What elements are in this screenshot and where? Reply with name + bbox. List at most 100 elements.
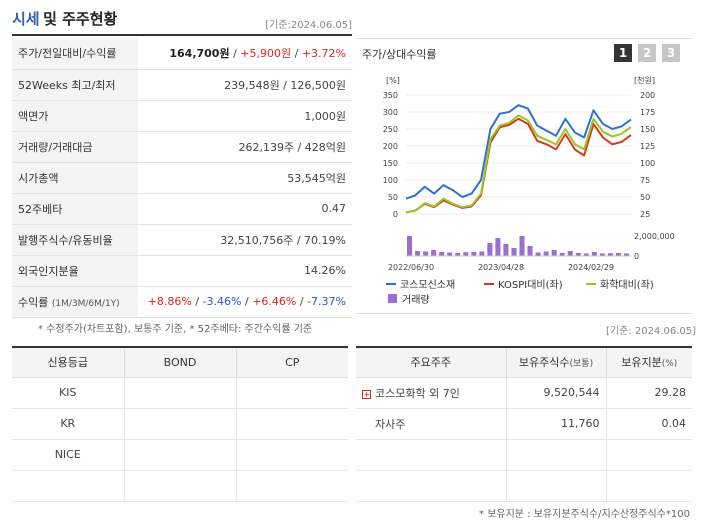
separator: / [244,295,249,308]
section-title-main: 시세 [12,10,40,28]
col-header-holder: 주요주주 [356,346,507,378]
series-line-0 [405,104,632,200]
return-6m: +6.46% [252,295,297,308]
table-row [12,470,348,502]
left-tick-label: 50 [388,193,398,202]
info-row-52weeks: 52Weeks 최고/최저 239,548원 / 126,500원 [12,69,352,101]
info-value: 32,510,756주 / 70.19% [138,224,352,256]
volume-bar [535,252,541,256]
credit-rating-table: 신용등급 BOND CP KIS KR NICE [12,346,348,502]
left-tick-label: 150 [383,159,398,168]
info-value: 262,139주 / 428억원 [138,131,352,163]
rating-agency: KR [12,408,125,440]
holder-shares: 9,520,544 [506,377,607,409]
info-row-volume: 거래량/거래대금 262,139주 / 428억원 [12,131,352,163]
volume-bar [447,252,453,256]
info-label: 52Weeks 최고/최저 [12,69,138,101]
holder-ratio: 0.04 [606,408,692,440]
series-line-2 [405,114,632,214]
holder-ratio: 29.28 [606,377,692,409]
info-value: 1,000원 [138,100,352,132]
info-label: 발행주식수/유동비율 [12,224,138,256]
volume-bar [495,238,501,256]
right-tick-label: 25 [640,210,650,219]
holder-name [356,439,507,471]
cp-rating [236,377,348,409]
series-line-1 [405,117,632,214]
right-tick-label: 50 [640,193,650,202]
separator: / [229,47,241,61]
right-tick-label: 175 [640,108,655,117]
rating-agency [12,470,125,502]
volume-bar [519,236,525,256]
footnote-ownership: * 보유지분 : 보유지분주식수/지수산정주식수*100 [479,509,690,520]
volume-bar [583,253,589,256]
info-label: 52주베타 [12,193,138,225]
volume-bar [551,250,557,256]
info-row-beta: 52주베타 0.47 [12,193,352,225]
holder-shares [506,439,607,471]
legend-label: 코스모신소재 [400,279,455,291]
info-value: 164,700원 / +5,900원 / +3.72% [138,38,352,70]
info-row-market-cap: 시가총액 53,545억원 [12,162,352,194]
volume-tick-label: 2,000,000 [634,232,675,241]
volume-bar [415,251,421,256]
table-row [356,470,692,502]
x-axis-label: 2022/06/30 [388,263,434,272]
volume-bar [607,253,613,256]
return-1y: -7.37% [307,295,346,308]
table-row: KR [12,408,348,440]
chart-panel: 주가/상대수익률 1 2 3 [%] [천원] 350 200 300 175 250 150… [356,38,692,314]
info-label: 시가총액 [12,162,138,194]
holder-name [356,470,507,502]
owners-header-row: 주요주주 보유주식수(보통) 보유지분(%) [356,346,692,378]
col-header-shares: 보유주식수(보통) [506,346,607,378]
section-header: 시세 및 주주현황 [기준:2024.06.05] [12,8,352,36]
info-row-price: 주가/전일대비/수익률 164,700원 / +5,900원 / +3.72% [12,38,352,70]
volume-bar [543,251,549,256]
volume-bar [559,253,565,256]
rating-agency: NICE [12,439,125,471]
volume-bar [591,252,597,256]
right-axis-unit: [천원] [634,75,655,85]
volume-bar [439,252,445,256]
legend-label: KOSPI대비(좌) [498,279,563,291]
right-tick-label: 150 [640,125,655,134]
return-3m: -3.46% [202,295,242,308]
col-header-rating: 신용등급 [12,346,125,378]
volume-bar [479,251,485,256]
left-tick-label: 0 [393,210,398,219]
table-row: 자사주 11,760 0.04 [356,408,692,440]
base-date: [기준:2024.06.05] [265,20,352,31]
chart-button-3[interactable]: 3 [662,44,680,62]
right-tick-label: 125 [640,142,655,151]
volume-bar [623,253,629,256]
bond-rating [124,377,237,409]
expand-icon[interactable]: + [362,389,371,399]
info-row-par-value: 액면가 1,000원 [12,100,352,132]
chart-button-1[interactable]: 1 [614,44,632,62]
volume-bar [487,243,493,256]
col-header-bond: BOND [124,346,237,378]
right-tick-label: 75 [640,176,650,185]
volume-bar [423,251,429,256]
chart-button-2[interactable]: 2 [638,44,656,62]
left-tick-label: 200 [383,142,398,151]
bond-rating [124,439,237,471]
info-row-returns: 수익률 (1M/3M/6M/1Y) +8.86% / -3.46% / +6.4… [12,286,352,318]
volume-bar [567,251,573,256]
volume-bar [503,244,509,256]
volume-bar [471,252,477,256]
bond-rating [124,408,237,440]
holder-shares: 11,760 [506,408,607,440]
return-1m: +8.86% [147,295,192,308]
table-row: + 코스모화학 외 7인 9,520,544 29.28 [356,377,692,409]
right-tick-label: 100 [640,159,655,168]
returns-label-sub: (1M/3M/6M/1Y) [51,298,120,309]
info-row-shares: 발행주식수/유동비율 32,510,756주 / 70.19% [12,224,352,256]
table-row [356,439,692,471]
info-value: 0.47 [138,193,352,225]
cp-rating [236,408,348,440]
volume-bar [431,250,437,256]
